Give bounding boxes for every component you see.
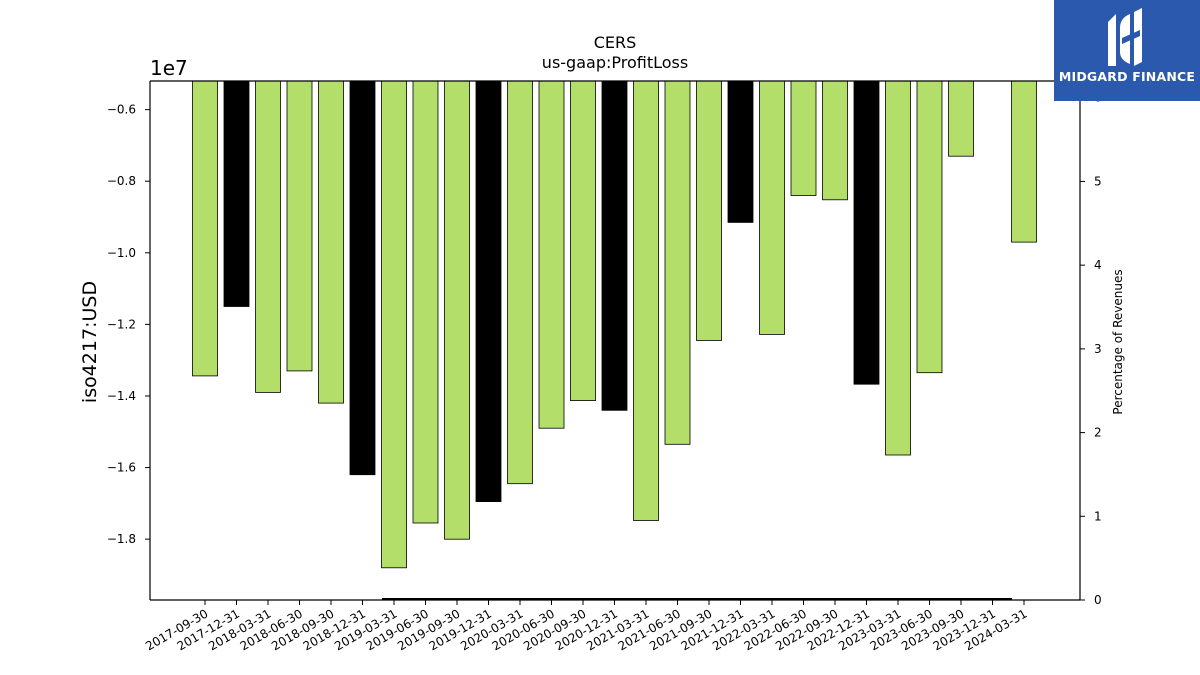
secondary-y-axis-label: Percentage of Revenues bbox=[1111, 269, 1125, 414]
bar-2020-03-31 bbox=[507, 80, 533, 485]
y-tick-label: −0.6 bbox=[107, 103, 136, 117]
bar-2019-12-31 bbox=[475, 80, 502, 503]
y2-tick-label: 0 bbox=[1094, 593, 1102, 607]
y-tick-label: −1.6 bbox=[107, 461, 136, 475]
bar-2018-03-31 bbox=[255, 80, 281, 393]
bars-group bbox=[192, 80, 1037, 569]
bar-2018-06-30 bbox=[286, 80, 313, 372]
y-tick-label: −1.8 bbox=[107, 532, 136, 546]
bar-2018-12-31 bbox=[349, 80, 376, 476]
chart-title: CERS bbox=[594, 33, 637, 52]
bar-2023-03-31 bbox=[885, 80, 911, 456]
y2-tick-label: 1 bbox=[1094, 509, 1102, 523]
bar-2020-12-31 bbox=[601, 80, 628, 411]
y-axis-label: iso4217:USD bbox=[79, 281, 101, 403]
y2-tick-label: 5 bbox=[1094, 174, 1102, 188]
bar-2023-09-30 bbox=[948, 80, 974, 157]
logo-text: MIDGARD FINANCE bbox=[1058, 69, 1196, 84]
bar-2021-06-30 bbox=[664, 80, 691, 445]
y2-tick-label: 4 bbox=[1094, 258, 1102, 272]
chart-subtitle: us-gaap:ProfitLoss bbox=[542, 53, 688, 72]
bar-2022-06-30 bbox=[790, 80, 817, 196]
bar-2023-06-30 bbox=[916, 80, 943, 374]
y2-tick-label: 3 bbox=[1094, 342, 1102, 356]
bar-2021-12-31 bbox=[727, 80, 754, 223]
bar-2022-09-30 bbox=[822, 80, 848, 201]
y-tick-label: −1.4 bbox=[107, 389, 136, 403]
midgard-finance-logo: MIDGARD FINANCE bbox=[1054, 0, 1200, 101]
bar-2019-06-30 bbox=[412, 80, 439, 524]
bar-2020-09-30 bbox=[570, 80, 596, 402]
y2-tick-label: 2 bbox=[1094, 426, 1102, 440]
bar-2020-06-30 bbox=[538, 80, 565, 429]
bar-2022-03-31 bbox=[759, 80, 785, 335]
bar-2024-03-31 bbox=[1011, 80, 1037, 243]
y-axis-offset-label: 1e7 bbox=[150, 56, 188, 80]
y-tick-label: −0.8 bbox=[107, 174, 136, 188]
bar-2017-12-31 bbox=[223, 80, 250, 307]
bar-2018-09-30 bbox=[318, 80, 344, 404]
bar-2019-03-31 bbox=[381, 80, 407, 569]
logo-mark-icon bbox=[1108, 8, 1142, 66]
bar-2022-12-31 bbox=[853, 80, 880, 385]
bar-2021-03-31 bbox=[633, 80, 659, 521]
y-tick-label: −1.2 bbox=[107, 317, 136, 331]
bar-2017-09-30 bbox=[192, 80, 218, 377]
y-tick-label: −1.0 bbox=[107, 246, 136, 260]
bar-2021-09-30 bbox=[696, 80, 722, 341]
bar-2019-09-30 bbox=[444, 80, 470, 540]
